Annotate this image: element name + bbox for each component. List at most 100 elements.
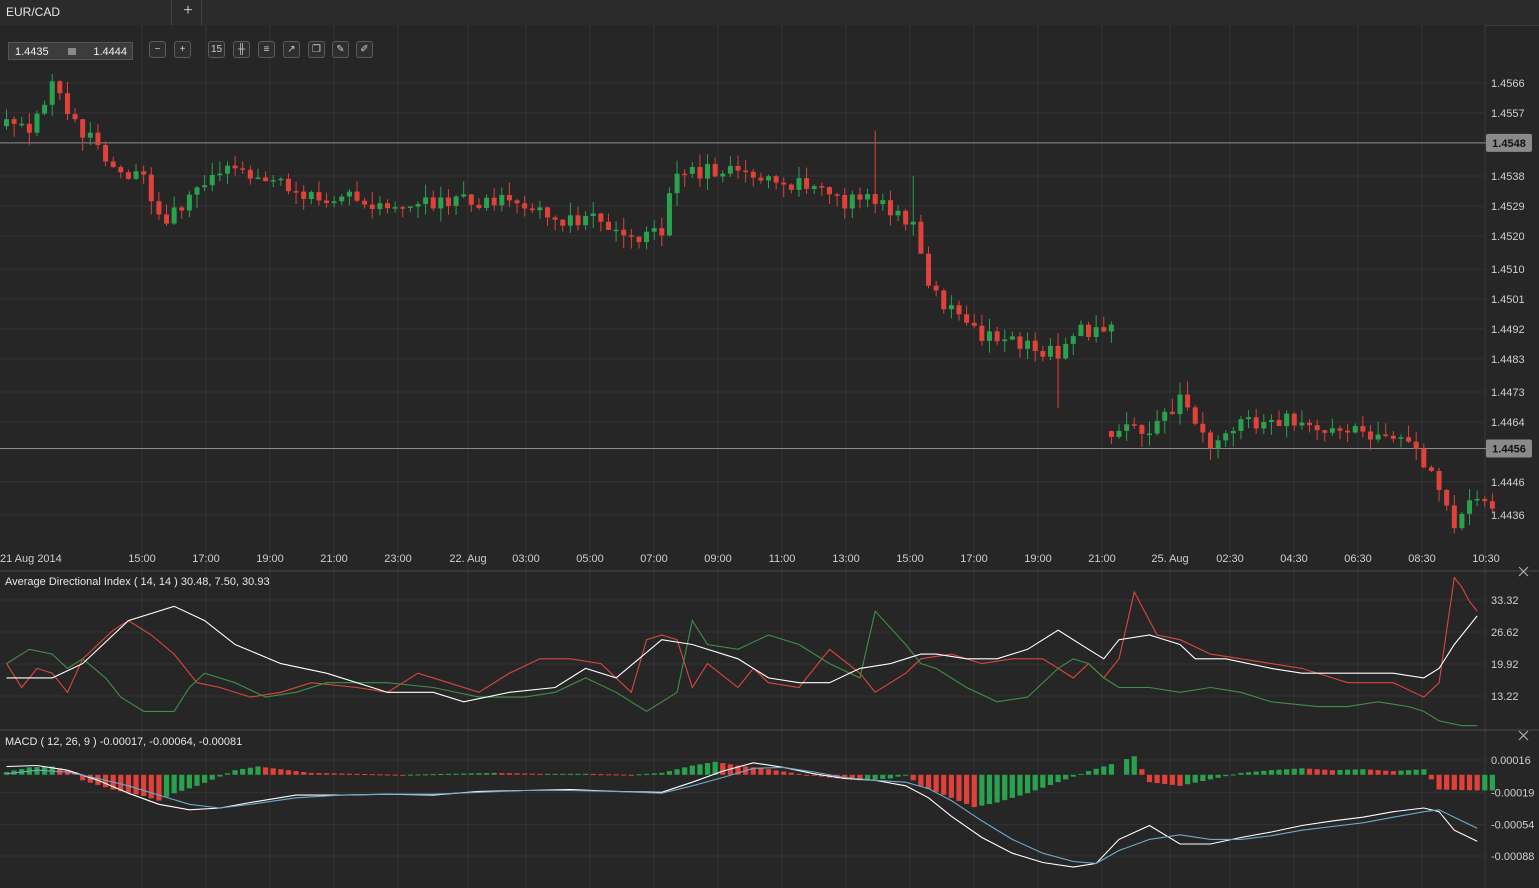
candle-up [194, 187, 200, 195]
candle-up [377, 203, 383, 209]
candle-down [491, 197, 497, 206]
macd-histogram-bar [1154, 774, 1160, 784]
macd-histogram-bar [262, 767, 269, 775]
macd-histogram-bar [491, 772, 497, 775]
zoom-out-icon[interactable]: − [149, 41, 166, 58]
macd-histogram-bar [1055, 774, 1061, 783]
macd-histogram-bar [666, 771, 673, 775]
candle-up [407, 206, 413, 208]
candle-up [1459, 513, 1465, 529]
candle-down [354, 191, 360, 201]
macd-histogram-bar [1367, 769, 1374, 775]
candle-down [468, 194, 474, 205]
candle-down [979, 325, 985, 341]
candle-down [430, 197, 436, 209]
candle-up [1299, 422, 1305, 426]
copy-icon[interactable]: ❐ [308, 41, 325, 58]
candle-up [1246, 417, 1252, 420]
candle-up [1078, 324, 1084, 337]
time-tick-label: 17:00 [960, 553, 988, 565]
macd-histogram-bar [468, 773, 474, 775]
candle-down [903, 210, 909, 225]
candle-up [766, 176, 771, 181]
candle-up [499, 195, 505, 206]
macd-histogram-bar [1070, 774, 1076, 777]
candle-down [1337, 428, 1343, 431]
time-tick-label: 25. Aug [1151, 553, 1188, 565]
candle-up [1124, 424, 1130, 431]
macd-histogram-bar [102, 774, 109, 788]
macd-histogram-bar [209, 774, 215, 780]
candle-down [179, 207, 185, 211]
indicators-icon[interactable]: ≡ [258, 41, 275, 58]
time-tick-label: 09:00 [704, 553, 732, 565]
macd-tick-label: -0.00054 [1491, 820, 1534, 832]
macd-histogram-bar [819, 774, 825, 777]
level-price-badge [1486, 439, 1532, 458]
candles-icon[interactable]: ╫ [233, 41, 250, 58]
macd-histogram-bar [1078, 773, 1084, 775]
candle-down [560, 219, 566, 226]
macd-histogram-bar [202, 774, 208, 783]
macd-histogram-bar [1284, 769, 1290, 775]
macd-histogram-bar [1489, 774, 1495, 791]
macd-histogram-bar [941, 774, 947, 795]
macd-histogram-bar [1024, 774, 1031, 794]
macd-histogram-bar [1002, 774, 1008, 801]
edit-icon[interactable]: ✎ [332, 41, 349, 58]
macd-histogram-bar [537, 773, 543, 775]
price-chart[interactable]: 21 Aug 2014 15:00 17:00 19:00 21:00 23:00 22. … [0, 25, 1539, 888]
price-tick-label: 1.4492 [1491, 324, 1525, 336]
candle-up [1261, 421, 1267, 429]
candle-down [1307, 422, 1313, 426]
macd-histogram-bar [689, 765, 695, 775]
close-adx-icon[interactable] [1518, 566, 1529, 577]
price-tick-label: 1.4529 [1491, 201, 1525, 213]
candle-down [1017, 336, 1023, 349]
candle-up [796, 178, 802, 190]
candle-down [156, 201, 162, 215]
timeframe-icon[interactable]: 15 [208, 41, 225, 58]
macd-histogram-bar [1451, 774, 1457, 790]
candle-down [1383, 434, 1389, 437]
draw-icon[interactable]: ✐ [356, 41, 373, 58]
quote-box[interactable]: 1.4435 1.4444 [8, 42, 133, 60]
macd-histogram-bar [1474, 774, 1480, 791]
macd-histogram-bar [125, 774, 132, 793]
price-tick-label: 1.4483 [1491, 354, 1525, 366]
adx-tick-label: 13.22 [1491, 691, 1519, 703]
candle-up [331, 201, 337, 204]
add-tab-button[interactable]: + [175, 0, 202, 25]
candle-down [118, 167, 124, 173]
macd-histogram-bar [80, 774, 86, 781]
candle-up [1162, 411, 1168, 421]
macd-histogram-bar [1383, 770, 1389, 775]
candle-down [1253, 417, 1259, 429]
adx-title: Average Directional Index ( 14, 14 ) 30.… [5, 576, 270, 588]
candle-down [110, 161, 116, 168]
macd-histogram-bar [285, 770, 292, 775]
macd-histogram-bar [1444, 774, 1450, 790]
candle-down [964, 314, 970, 323]
macd-histogram-bar [293, 771, 299, 775]
close-macd-icon[interactable] [1518, 730, 1529, 741]
candle-down [819, 186, 825, 188]
candle-up [1467, 500, 1473, 514]
macd-histogram-bar [682, 767, 688, 775]
candle-down [125, 172, 131, 179]
macd-histogram-bar [613, 774, 619, 776]
zoom-in-icon[interactable]: + [174, 41, 191, 58]
candle-down [941, 290, 947, 310]
trend-icon[interactable]: ↗ [283, 41, 300, 58]
price-tick-label: 1.4501 [1491, 294, 1525, 306]
candles-group [4, 74, 1495, 534]
candle-up [346, 191, 352, 197]
macd-histogram-bar [887, 774, 894, 779]
main-panel-bg [0, 25, 1485, 547]
candle-down [621, 229, 627, 236]
tab-eurcad[interactable]: EUR/CAD [0, 0, 172, 25]
macd-histogram-bar [750, 767, 756, 775]
candle-up [224, 165, 230, 174]
macd-histogram-bar [87, 774, 93, 783]
macd-histogram-bar [316, 773, 322, 775]
